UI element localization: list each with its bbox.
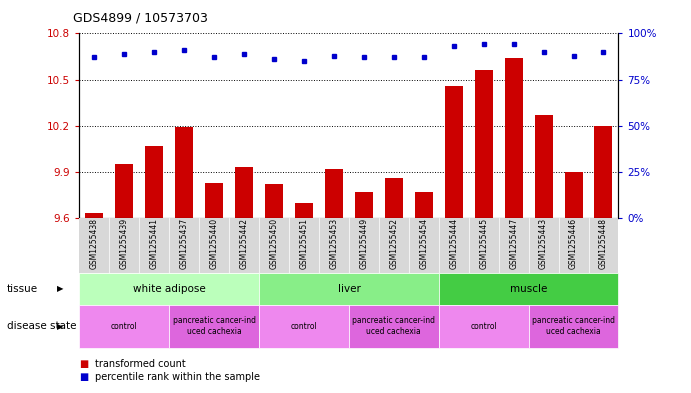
Text: GSM1255454: GSM1255454 <box>419 218 428 269</box>
Bar <box>145 146 163 218</box>
Text: GSM1255443: GSM1255443 <box>539 218 548 269</box>
Text: GSM1255439: GSM1255439 <box>120 218 129 269</box>
Text: tissue: tissue <box>7 284 38 294</box>
Text: ■: ■ <box>79 372 88 382</box>
Text: pancreatic cancer-ind
uced cachexia: pancreatic cancer-ind uced cachexia <box>352 316 435 336</box>
Text: pancreatic cancer-ind
uced cachexia: pancreatic cancer-ind uced cachexia <box>173 316 256 336</box>
Bar <box>235 167 253 218</box>
Text: control: control <box>471 322 497 331</box>
Text: GSM1255450: GSM1255450 <box>269 218 278 269</box>
Text: GSM1255446: GSM1255446 <box>569 218 578 269</box>
Text: GSM1255452: GSM1255452 <box>389 218 399 269</box>
Text: GSM1255449: GSM1255449 <box>359 218 368 269</box>
Text: GSM1255442: GSM1255442 <box>240 218 249 269</box>
Bar <box>86 213 104 218</box>
Bar <box>565 172 583 218</box>
Bar <box>594 126 612 218</box>
Bar <box>205 183 223 218</box>
Text: GSM1255438: GSM1255438 <box>90 218 99 269</box>
Bar <box>115 164 133 218</box>
Text: ▶: ▶ <box>57 322 63 331</box>
Text: GSM1255437: GSM1255437 <box>180 218 189 269</box>
Bar <box>265 184 283 218</box>
Bar <box>415 192 433 218</box>
Text: GDS4899 / 10573703: GDS4899 / 10573703 <box>73 12 207 25</box>
Text: GSM1255451: GSM1255451 <box>299 218 309 269</box>
Text: ▶: ▶ <box>57 285 63 293</box>
Text: GSM1255447: GSM1255447 <box>509 218 518 269</box>
Text: GSM1255444: GSM1255444 <box>449 218 458 269</box>
Text: GSM1255453: GSM1255453 <box>330 218 339 269</box>
Bar <box>325 169 343 218</box>
Bar <box>504 58 522 218</box>
Text: GSM1255441: GSM1255441 <box>150 218 159 269</box>
Bar <box>535 115 553 218</box>
Text: GSM1255445: GSM1255445 <box>479 218 489 269</box>
Text: control: control <box>291 322 317 331</box>
Bar <box>295 203 313 218</box>
Text: control: control <box>111 322 138 331</box>
Text: GSM1255440: GSM1255440 <box>209 218 219 269</box>
Text: liver: liver <box>337 284 361 294</box>
Text: transformed count: transformed count <box>95 358 185 369</box>
Bar <box>355 192 373 218</box>
Text: ■: ■ <box>79 358 88 369</box>
Text: disease state: disease state <box>7 321 77 331</box>
Text: white adipose: white adipose <box>133 284 206 294</box>
Text: muscle: muscle <box>510 284 547 294</box>
Bar <box>475 70 493 218</box>
Bar <box>445 86 463 218</box>
Text: percentile rank within the sample: percentile rank within the sample <box>95 372 260 382</box>
Bar <box>176 127 193 218</box>
Text: pancreatic cancer-ind
uced cachexia: pancreatic cancer-ind uced cachexia <box>532 316 615 336</box>
Bar <box>385 178 403 218</box>
Text: GSM1255448: GSM1255448 <box>599 218 608 269</box>
